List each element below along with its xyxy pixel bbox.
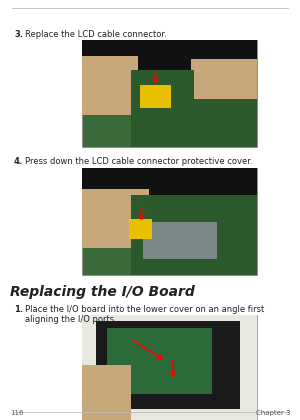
FancyBboxPatch shape: [129, 219, 152, 239]
FancyBboxPatch shape: [82, 40, 257, 147]
Text: 116: 116: [10, 410, 23, 416]
FancyBboxPatch shape: [82, 189, 148, 248]
FancyBboxPatch shape: [140, 85, 171, 108]
FancyBboxPatch shape: [143, 221, 217, 259]
Text: Replace the LCD cable connector.: Replace the LCD cable connector.: [25, 30, 167, 39]
Text: Place the I/O board into the lower cover on an angle first aligning the I/O port: Place the I/O board into the lower cover…: [25, 305, 264, 324]
Text: Chapter 3: Chapter 3: [256, 410, 290, 416]
Text: 1.: 1.: [14, 305, 23, 314]
FancyBboxPatch shape: [131, 195, 257, 275]
FancyBboxPatch shape: [82, 40, 257, 70]
FancyBboxPatch shape: [82, 168, 257, 275]
FancyBboxPatch shape: [131, 70, 194, 147]
FancyBboxPatch shape: [190, 99, 257, 147]
FancyBboxPatch shape: [82, 315, 257, 420]
Text: Replacing the I/O Board: Replacing the I/O Board: [10, 285, 195, 299]
FancyBboxPatch shape: [82, 315, 257, 420]
Text: 3.: 3.: [14, 30, 23, 39]
FancyBboxPatch shape: [190, 59, 257, 115]
Text: 4.: 4.: [14, 157, 23, 166]
Text: Press down the LCD cable connector protective cover.: Press down the LCD cable connector prote…: [25, 157, 253, 166]
FancyBboxPatch shape: [100, 381, 131, 420]
FancyBboxPatch shape: [82, 168, 257, 195]
FancyBboxPatch shape: [96, 320, 239, 409]
FancyBboxPatch shape: [82, 56, 138, 115]
FancyBboxPatch shape: [106, 328, 212, 394]
FancyBboxPatch shape: [82, 365, 131, 420]
